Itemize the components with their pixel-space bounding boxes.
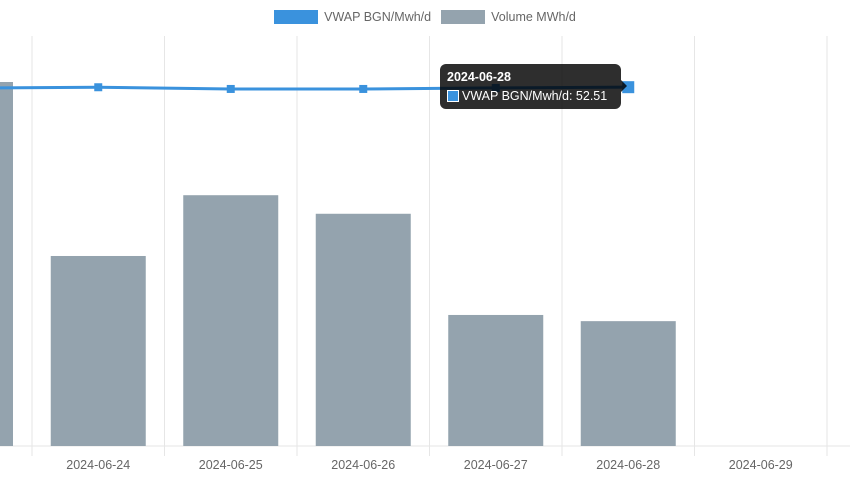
volume-bar [0,82,13,446]
tooltip: 2024-06-28 VWAP BGN/Mwh/d: 52.51 [440,64,621,109]
volume-bar [50,255,146,446]
volume-bar [183,195,279,446]
x-tick-label: 2024-06-28 [596,458,660,472]
x-tick-label: 2024-06-24 [66,458,130,472]
legend-swatch-volume [441,10,486,24]
x-tick-label: 2024-06-27 [464,458,528,472]
vwap-point [94,83,103,92]
volume-bar [580,321,676,446]
tooltip-body: VWAP BGN/Mwh/d: 52.51 [447,87,614,105]
volume-bar [315,213,411,446]
tooltip-value-text: VWAP BGN/Mwh/d: 52.51 [462,89,608,103]
tooltip-title: 2024-06-28 [447,70,511,84]
legend-item-vwap[interactable]: VWAP BGN/Mwh/d [274,10,431,24]
x-tick-label: 2024-06-25 [199,458,263,472]
legend: VWAP BGN/Mwh/d Volume MWh/d [0,7,850,27]
legend-swatch-vwap [274,10,319,24]
x-tick-label: 2024-06-26 [331,458,395,472]
volume-bars [0,82,676,446]
legend-label-vwap: VWAP BGN/Mwh/d [324,10,432,24]
x-tick-label: 2024-06-29 [729,458,793,472]
legend-item-volume[interactable]: Volume MWh/d [441,10,576,24]
tooltip-caret [621,80,627,92]
vwap-point [359,84,368,93]
legend-label-volume: Volume MWh/d [491,10,576,24]
tooltip-color-swatch [447,90,459,102]
x-axis-tick-labels: 2024-06-24 2024-06-25 2024-06-26 2024-06-27… [66,458,792,472]
volume-bar [448,314,544,446]
vwap-point [226,84,235,93]
